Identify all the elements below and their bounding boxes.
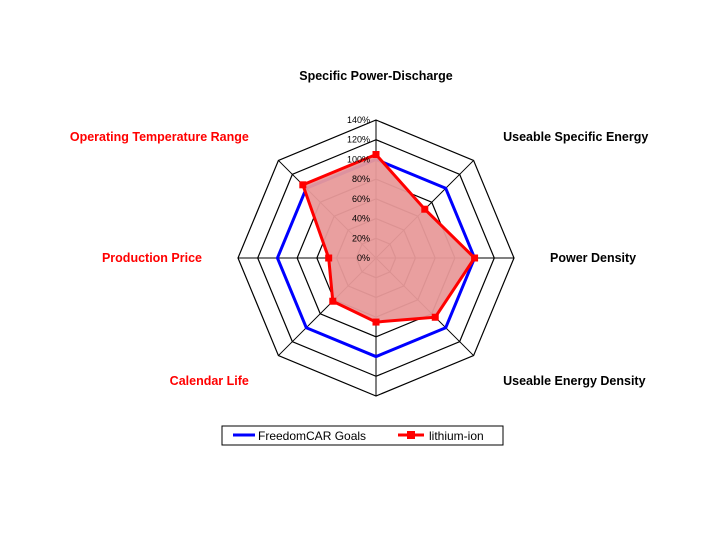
data-point [372,318,380,326]
legend-label: FreedomCAR Goals [258,429,366,443]
legend-label: lithium-ion [429,429,484,443]
tick-label: 100% [347,154,370,164]
axis-label: Useable Specific Energy [503,130,648,144]
tick-label: 60% [352,194,370,204]
tick-label: 80% [352,174,370,184]
tick-label: 0% [357,253,370,263]
tick-label: 40% [352,214,370,224]
data-point [299,181,307,189]
data-point [421,205,429,213]
axis-label: Production Price [102,251,202,265]
legend-swatch-marker [407,431,415,439]
axis-label: Operating Temperature Range [70,130,249,144]
series-line [275,157,477,359]
tick-label: 120% [347,135,370,145]
tick-label: 140% [347,115,370,125]
series-line [300,152,477,324]
radar-series [275,151,479,359]
data-point [372,151,380,158]
legend: FreedomCAR Goals lithium-ion [221,425,504,446]
data-point [329,297,337,305]
data-point [325,254,333,262]
data-point [431,313,439,321]
radial-tick-labels: 0% 20% 40% 60% 80% 100% 120% 140% [347,115,370,263]
axis-label: Specific Power-Discharge [299,69,453,83]
tick-label: 20% [352,233,370,243]
data-point [471,254,479,262]
legend-box [221,425,504,446]
axis-label: Calendar Life [170,374,249,388]
axis-label: Power Density [550,251,636,265]
axis-label: Useable Energy Density [503,374,645,388]
